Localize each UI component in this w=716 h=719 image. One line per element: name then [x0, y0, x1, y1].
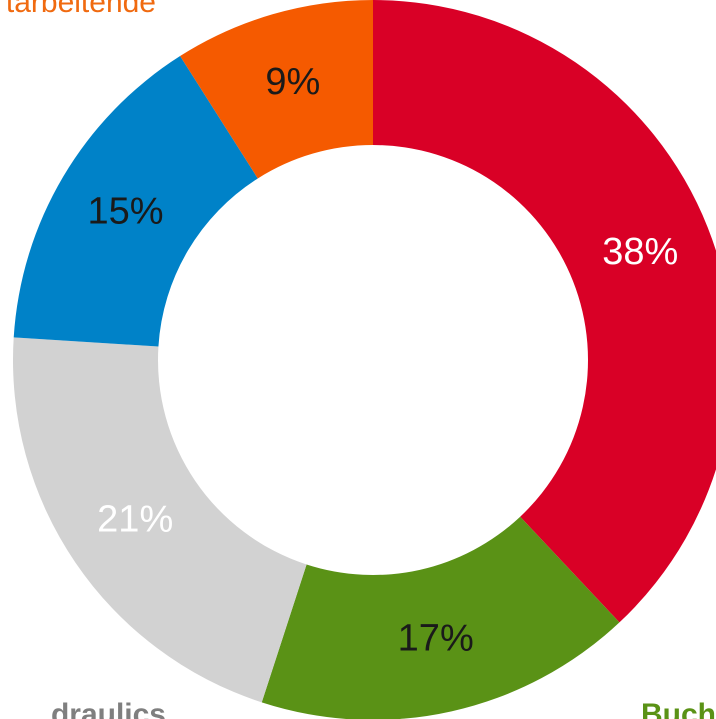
value-label: 21%	[97, 499, 173, 541]
donut-slice	[373, 0, 716, 623]
donut-slice	[261, 516, 620, 719]
donut-slice	[13, 337, 307, 703]
value-label: 17%	[398, 618, 474, 660]
donut-slice	[180, 0, 373, 179]
donut-slice	[13, 56, 258, 347]
category-label: draulics	[51, 698, 166, 719]
category-label: Buch	[641, 698, 716, 719]
value-label: 15%	[88, 191, 164, 233]
category-label: tarbeitende	[6, 0, 156, 19]
value-label: 9%	[265, 61, 320, 103]
value-label: 38%	[602, 231, 678, 273]
